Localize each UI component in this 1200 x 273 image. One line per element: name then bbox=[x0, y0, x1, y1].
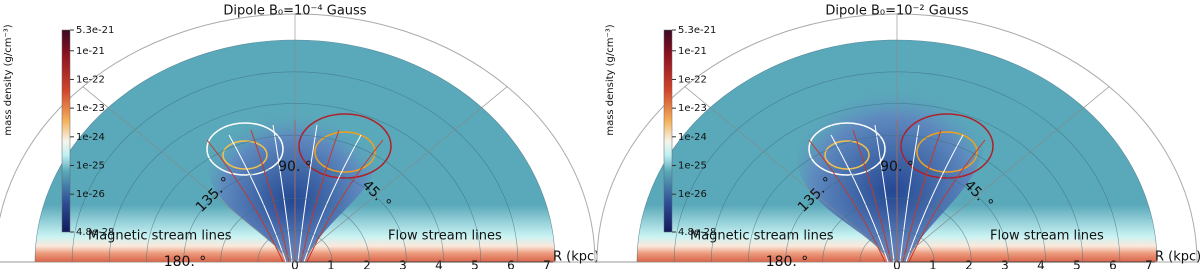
angle-grid bbox=[294, 86, 508, 263]
x-tick-label: 2 bbox=[363, 259, 371, 270]
x-tick-label: 5 bbox=[471, 259, 479, 270]
outflow-bubble bbox=[207, 109, 377, 263]
left-label: Magnetic stream lines bbox=[690, 229, 834, 244]
angle-grid bbox=[896, 86, 1110, 263]
outflow-bubble bbox=[796, 84, 989, 263]
colorbar bbox=[663, 29, 673, 233]
colorbar-tick-label: 1e-26 bbox=[76, 189, 105, 200]
colorbar-tick-label: 1e-25 bbox=[76, 160, 105, 171]
colorbar-tick-label: 1e-22 bbox=[76, 74, 105, 85]
stream-line bbox=[852, 129, 892, 263]
stream-line bbox=[228, 134, 287, 263]
x-tick-label: 3 bbox=[399, 259, 407, 270]
colorbar-label: mass density (g/cm⁻³) bbox=[605, 24, 616, 135]
x-tick-label: 6 bbox=[507, 259, 515, 270]
stream-loop bbox=[298, 113, 392, 179]
right-label: Flow stream lines bbox=[388, 229, 502, 244]
colorbar-tick-label: 1e-21 bbox=[76, 46, 105, 57]
x-tick-label: 0 bbox=[893, 259, 901, 270]
stream-line bbox=[297, 124, 318, 263]
stream-loop bbox=[808, 122, 886, 176]
x-tick-label: 7 bbox=[1145, 259, 1153, 270]
x-tick-label: 4 bbox=[1037, 259, 1045, 270]
stream-line bbox=[250, 129, 290, 263]
x-tick-label: 3 bbox=[1001, 259, 1009, 270]
stream-loop bbox=[916, 131, 978, 173]
stream-loop bbox=[222, 140, 268, 170]
stream-loop bbox=[206, 122, 284, 176]
x-tick-label: 7 bbox=[543, 259, 551, 270]
colorbar-tick-label: 4.8e-28 bbox=[76, 227, 114, 238]
colorbar-tick-label: 5.3e-21 bbox=[76, 25, 114, 36]
colorbar-label: mass density (g/cm⁻³) bbox=[3, 24, 14, 135]
stream-line bbox=[899, 124, 920, 263]
chart-title: Dipole B₀=10⁻⁴ Gauss bbox=[223, 4, 366, 19]
angle-grid bbox=[684, 86, 898, 263]
angle-label: 90. ° bbox=[880, 159, 914, 175]
colorbar-tick-label: 5.3e-21 bbox=[678, 25, 716, 36]
stream-loop bbox=[900, 113, 994, 179]
colorbar-tick-label: 4.8e-28 bbox=[678, 227, 716, 238]
x-tick-label: 1 bbox=[929, 259, 937, 270]
stream-line bbox=[300, 129, 340, 263]
stream-loop bbox=[314, 131, 376, 173]
colorbar bbox=[61, 29, 71, 233]
colorbar-tick-label: 1e-24 bbox=[76, 132, 105, 143]
x-tick-label: 2 bbox=[965, 259, 973, 270]
x-axis-label: R (kpc) bbox=[1155, 250, 1200, 265]
angle-grid bbox=[82, 86, 296, 263]
x-axis-label: R (kpc) bbox=[553, 250, 599, 265]
x-tick-label: 0 bbox=[291, 259, 299, 270]
angle-label: 90. ° bbox=[278, 159, 312, 175]
colorbar-tick-label: 1e-25 bbox=[678, 160, 707, 171]
left-label: Magnetic stream lines bbox=[88, 229, 232, 244]
angle-label: 180. ° bbox=[164, 254, 207, 269]
chart-title: Dipole B₀=10⁻² Gauss bbox=[825, 4, 968, 19]
x-tick-label: 4 bbox=[435, 259, 443, 270]
colorbar-tick-label: 1e-24 bbox=[678, 132, 707, 143]
x-tick-label: 1 bbox=[327, 259, 335, 270]
colorbar-tick-label: 1e-22 bbox=[678, 74, 707, 85]
stream-loop bbox=[824, 140, 870, 170]
colorbar-tick-label: 1e-26 bbox=[678, 189, 707, 200]
stream-line bbox=[830, 134, 889, 263]
colorbar-tick-label: 1e-21 bbox=[678, 46, 707, 57]
colorbar-tick-label: 1e-23 bbox=[76, 103, 105, 114]
x-tick-label: 6 bbox=[1109, 259, 1117, 270]
stream-line bbox=[874, 124, 895, 263]
stream-line bbox=[272, 124, 293, 263]
angle-label: 180. ° bbox=[766, 254, 809, 269]
x-tick-label: 5 bbox=[1073, 259, 1081, 270]
colorbar-tick-label: 1e-23 bbox=[678, 103, 707, 114]
stream-line bbox=[902, 129, 942, 263]
stream-line bbox=[905, 134, 964, 263]
stream-line bbox=[303, 134, 362, 263]
right-label: Flow stream lines bbox=[990, 229, 1104, 244]
